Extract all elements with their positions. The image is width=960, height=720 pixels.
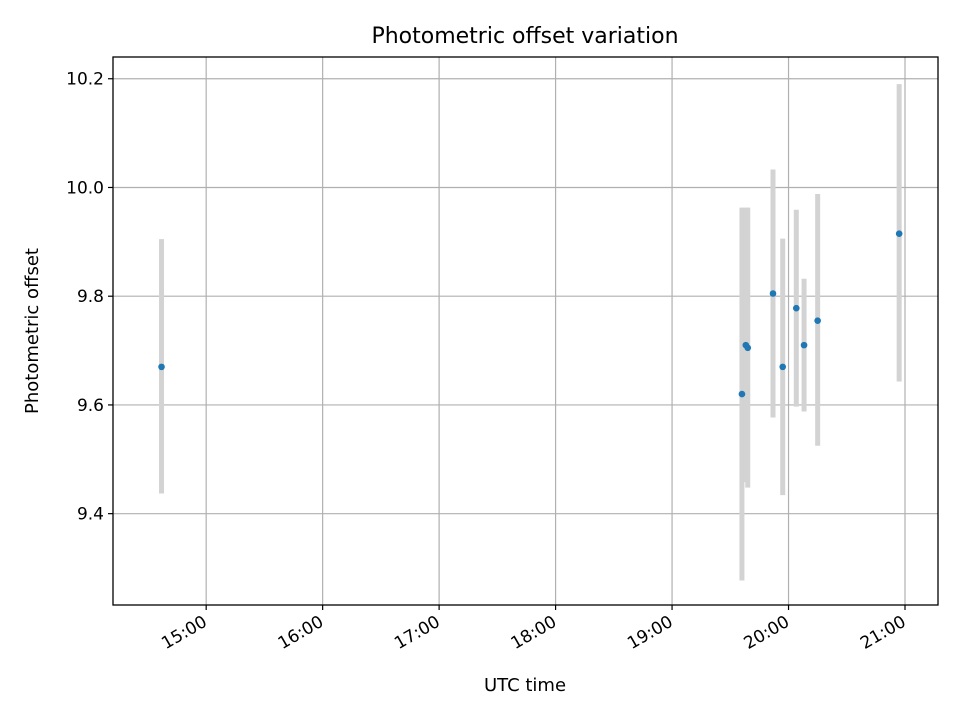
grid: [113, 57, 938, 605]
x-tick-label: 15:00: [158, 612, 210, 654]
y-tick-label: 10.0: [66, 178, 104, 198]
x-tick-label: 20:00: [741, 612, 793, 654]
data-point: [792, 304, 800, 312]
data-point: [895, 230, 903, 237]
y-tick-label: 9.4: [77, 505, 104, 525]
chart-title: Photometric offset variation: [371, 24, 678, 49]
y-tick-label: 9.8: [77, 287, 104, 307]
x-axis-label: UTC time: [484, 675, 566, 696]
x-tick-label: 21:00: [857, 612, 909, 654]
x-tick-label: 19:00: [624, 612, 676, 654]
data-points: [158, 230, 903, 398]
data-point: [779, 363, 787, 371]
x-tick-label: 18:00: [508, 612, 560, 654]
data-point: [814, 317, 821, 324]
y-axis: 9.4 9.6 9.8 10.0 10.2: [66, 70, 113, 525]
y-tick-label: 9.6: [77, 396, 104, 416]
data-point: [158, 363, 165, 371]
data-point: [738, 390, 746, 398]
data-point: [769, 290, 777, 297]
data-point: [744, 344, 752, 352]
data-point: [800, 341, 808, 349]
x-axis: 15:00 16:00 17:00 18:00 19:00 20:00 21:00: [158, 605, 910, 654]
plot-frame: [112, 56, 939, 606]
y-tick-label: 10.2: [66, 70, 104, 90]
x-tick-label: 17:00: [391, 612, 443, 654]
y-axis-label: Photometric offset: [22, 248, 43, 414]
x-tick-label: 16:00: [275, 612, 327, 654]
